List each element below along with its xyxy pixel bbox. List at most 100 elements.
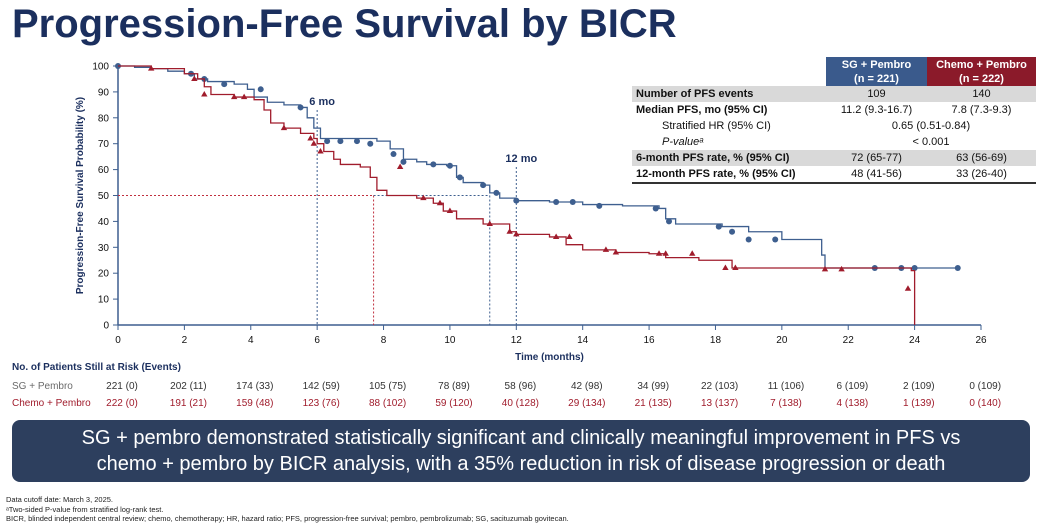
censor-mark <box>400 158 407 165</box>
footnote: ᵃTwo-sided P-value from stratified log-r… <box>6 504 164 514</box>
risk-value: 142 (59) <box>302 381 340 392</box>
censor-mark <box>493 189 500 196</box>
censor-mark <box>147 65 155 71</box>
censor-mark <box>612 248 620 255</box>
censor-mark <box>506 228 513 234</box>
y-axis-label: Progression-Free Survival Probability (%… <box>75 97 86 294</box>
y-tick-label: 30 <box>98 243 110 254</box>
footnote: Data cutoff date: March 3, 2025. <box>6 495 114 504</box>
censor-mark <box>201 90 208 97</box>
censor-mark <box>596 202 603 209</box>
x-tick-label: 14 <box>577 335 589 346</box>
risk-group-label: Chemo + Pembro <box>12 398 91 409</box>
x-tick-label: 18 <box>710 335 722 346</box>
risk-row: Chemo + Pembro 222 (0) 191 (21) 159 (48) 123… <box>0 398 1045 412</box>
landmark-label: 6 mo <box>309 96 335 108</box>
risk-value: 105 (75) <box>368 381 407 392</box>
banner-line-1: SG + pembro demonstrated statistically s… <box>81 427 961 449</box>
censor-mark <box>191 75 198 81</box>
row-value-chemo: 63 (56-69) <box>956 152 1007 164</box>
censor-mark <box>566 233 573 239</box>
risk-value: 7 (138) <box>770 398 802 409</box>
x-tick-label: 16 <box>644 335 656 346</box>
risk-value: 34 (99) <box>637 381 670 392</box>
km-chart: 0 2 4 6 8 10 12 14 16 18 20 22 24 2601020304050607080… <box>75 62 987 364</box>
censor-mark <box>240 93 248 100</box>
conclusion-banner: SG + pembro demonstrated statistically s… <box>12 420 1030 482</box>
censor-mark <box>772 236 779 243</box>
row-value-sg: 48 (41-56) <box>851 168 902 180</box>
header-sg-label: SG + Pembro <box>841 59 912 71</box>
table-row: 12-month PFS rate, % (95% CI) 48 (41-56) 3… <box>632 166 1036 182</box>
censor-mark <box>552 233 560 239</box>
risk-group-label: SG + Pembro <box>12 381 73 392</box>
risk-row: SG + Pembro 221 (0) 202 (11) 174 (33) 142 (5… <box>0 381 1045 395</box>
censor-mark <box>911 265 918 272</box>
header-chemo: Chemo + Pembro (n = 222) <box>927 57 1036 87</box>
censor-mark <box>317 147 324 154</box>
censor-mark <box>367 140 374 147</box>
risk-value: 59 (120) <box>435 398 473 409</box>
row-value: < 0.001 <box>912 136 950 148</box>
table-row: Stratified HR (95% CI) 0.65 (0.51-0.84) <box>632 118 1036 134</box>
risk-value: 123 (76) <box>302 398 340 409</box>
censor-mark <box>230 93 238 100</box>
censor-mark <box>652 205 659 212</box>
x-tick-label: 24 <box>909 335 921 346</box>
y-tick-label: 20 <box>98 269 110 280</box>
row-label: Number of PFS events <box>636 88 754 100</box>
censor-mark <box>729 228 736 235</box>
row-label: Stratified HR (95% CI) <box>662 120 771 132</box>
y-tick-label: 0 <box>103 321 109 332</box>
censor-mark <box>436 199 444 206</box>
header-sg-n: (n = 221) <box>854 73 899 85</box>
censor-mark <box>486 220 493 226</box>
y-tick-label: 100 <box>92 62 109 73</box>
censor-mark <box>722 264 729 271</box>
risk-value: 58 (96) <box>504 381 537 392</box>
risk-title: No. of Patients Still at Risk (Events) <box>12 362 181 373</box>
y-tick-label: 40 <box>98 217 110 228</box>
censor-mark <box>297 104 304 111</box>
x-tick-label: 2 <box>182 335 188 346</box>
row-value-sg: 109 <box>867 88 886 100</box>
censor-mark <box>310 140 318 146</box>
x-tick-label: 10 <box>444 335 456 346</box>
censor-mark <box>655 250 663 256</box>
censor-mark <box>456 174 463 181</box>
censor-mark <box>821 265 829 272</box>
banner-line-2: chemo + pembro by BICR analysis, with a … <box>96 453 946 475</box>
censor-mark <box>954 265 961 272</box>
risk-value: 2 (109) <box>902 381 935 392</box>
risk-value: 88 (102) <box>368 398 407 409</box>
row-label: 12-month PFS rate, % (95% CI) <box>636 168 796 180</box>
header-chemo-n: (n = 222) <box>959 73 1004 85</box>
censor-mark <box>662 250 669 256</box>
y-tick-label: 90 <box>98 87 110 98</box>
censor-mark <box>324 138 331 145</box>
y-tick-label: 80 <box>98 113 110 124</box>
x-tick-label: 26 <box>975 335 987 346</box>
y-tick-label: 50 <box>98 191 110 202</box>
risk-value: 21 (135) <box>634 398 672 409</box>
row-label: P-valueᵃ <box>662 136 704 148</box>
risk-value: 42 (98) <box>570 381 603 392</box>
table-row: Number of PFS events 109 140 <box>632 86 1036 102</box>
row-value-sg: 72 (65-77) <box>851 152 902 164</box>
x-tick-label: 6 <box>314 335 320 346</box>
x-tick-label: 8 <box>381 335 387 346</box>
table-row: P-valueᵃ < 0.001 <box>632 134 1036 150</box>
censor-mark <box>307 135 314 141</box>
censor-mark <box>446 207 454 214</box>
risk-value: 222 (0) <box>106 398 138 409</box>
censor-mark <box>689 250 696 256</box>
risk-value: 174 (33) <box>236 381 274 392</box>
censor-mark <box>904 285 912 291</box>
footnotes: Data cutoff date: March 3, 2025. ᵃTwo-si… <box>6 495 569 524</box>
x-tick-label: 4 <box>248 335 254 346</box>
censor-mark <box>353 138 360 145</box>
risk-value: 221 (0) <box>106 381 138 392</box>
row-value-sg: 11.2 (9.3-16.7) <box>840 104 913 116</box>
risk-value: 22 (103) <box>700 381 739 392</box>
page-title: Progression-Free Survival by BICR <box>12 2 677 46</box>
